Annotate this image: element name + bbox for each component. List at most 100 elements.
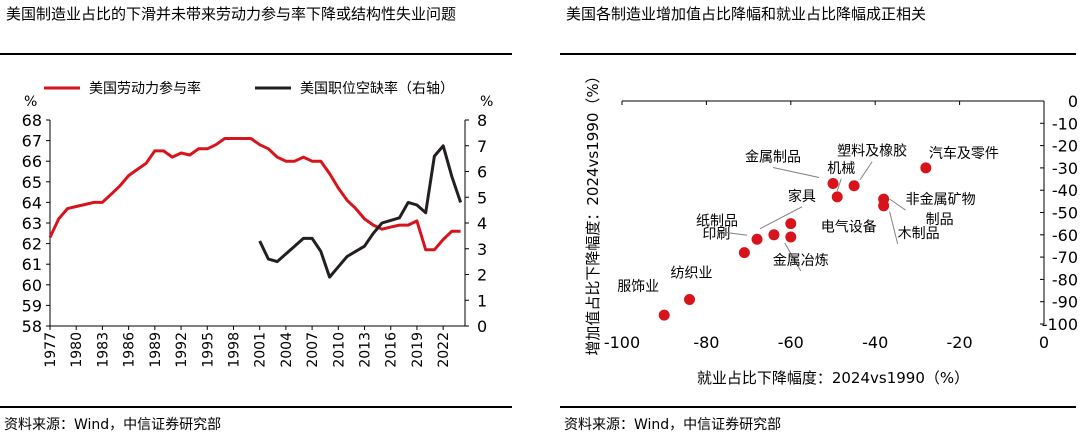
point-label: 汽车及零件 bbox=[929, 145, 999, 162]
labor-participation-line bbox=[48, 137, 461, 252]
left-source-note: 资料来源：Wind，中信证券研究部 bbox=[4, 417, 222, 433]
x-tick-label: 2013 bbox=[358, 332, 374, 368]
leader-line bbox=[889, 211, 899, 244]
point-label: 机械 bbox=[827, 161, 855, 177]
left-y-tick-label: 65 bbox=[22, 173, 42, 192]
left-y-tick-label: 62 bbox=[22, 235, 42, 254]
job-openings-line bbox=[258, 144, 463, 279]
right-y-tick-label: 0 bbox=[477, 317, 487, 336]
left-axis-unit: % bbox=[24, 94, 37, 110]
left-y-tick-label: 58 bbox=[22, 317, 42, 336]
x-axis-title: 就业占比下降幅度：2024vs1990（%） bbox=[697, 369, 969, 387]
scatter-point bbox=[848, 180, 860, 192]
left-y-tick-label: 60 bbox=[22, 276, 42, 295]
left-y-tick-label: 67 bbox=[22, 132, 42, 151]
right-y-tick-label: 7 bbox=[477, 137, 487, 156]
left-y-tick-label: 68 bbox=[22, 111, 42, 130]
leader-line bbox=[859, 161, 873, 181]
x-tick-label: 2001 bbox=[253, 332, 269, 368]
scatter-point bbox=[658, 309, 670, 321]
y-tick-label: -30 bbox=[1052, 159, 1078, 178]
left-top-rule bbox=[0, 53, 512, 55]
point-label: 制品 bbox=[926, 212, 954, 228]
point-label: 非金属矿物 bbox=[906, 192, 976, 208]
right-y-tick-label: 4 bbox=[477, 214, 487, 233]
scatter-point bbox=[827, 178, 839, 190]
right-top-rule bbox=[560, 53, 1076, 55]
left-chart-title: 美国制造业占比的下滑并未带来劳动力参与率下降或结构性失业问题 bbox=[6, 5, 457, 23]
scatter-point bbox=[785, 218, 797, 230]
y-tick-label: 0 bbox=[1068, 92, 1078, 111]
left-y-tick-label: 63 bbox=[22, 214, 42, 233]
x-tick-label: 2010 bbox=[331, 332, 347, 368]
left-y-tick-label: 64 bbox=[22, 193, 42, 212]
y-tick-label: -70 bbox=[1052, 248, 1078, 267]
leader-line bbox=[759, 206, 803, 230]
left-y-tick-label: 59 bbox=[22, 296, 42, 315]
x-tick-label: 2016 bbox=[384, 332, 400, 368]
point-label: 纺织业 bbox=[671, 265, 713, 281]
x-tick-label: 2022 bbox=[436, 332, 452, 368]
left-bottom-rule bbox=[0, 406, 512, 408]
x-tick-label: 1986 bbox=[122, 332, 138, 368]
legend-label-1: 美国职位空缺率（右轴） bbox=[300, 80, 454, 97]
right-y-tick-label: 3 bbox=[477, 240, 487, 259]
point-label: 塑料及橡胶 bbox=[837, 143, 907, 160]
x-tick-label: 1995 bbox=[200, 332, 216, 368]
right-source-note: 资料来源：Wind，中信证券研究部 bbox=[564, 417, 782, 433]
scatter-point bbox=[768, 229, 780, 241]
point-label: 家具 bbox=[788, 188, 816, 205]
right-y-tick-label: 2 bbox=[477, 266, 487, 285]
manufacturing-decline-scatter: 0 -10 -20 -30 -40 -50 -60 -70 -80 -90 -100 -100 -80 -… bbox=[584, 68, 1078, 387]
y-tick-label: -40 bbox=[1052, 181, 1078, 200]
x-tick-label: 2019 bbox=[410, 332, 426, 368]
scatter-point bbox=[785, 231, 797, 243]
y-tick-label: -60 bbox=[1052, 226, 1078, 245]
left-y-tick-label: 66 bbox=[22, 152, 42, 171]
point-label: 印刷 bbox=[702, 227, 730, 243]
point-label: 金属制品 bbox=[745, 150, 801, 166]
y-tick-label: -10 bbox=[1052, 114, 1078, 133]
x-tick-label: -60 bbox=[778, 333, 804, 352]
x-tick-label: 2007 bbox=[305, 332, 321, 368]
x-tick-label: -20 bbox=[947, 333, 973, 352]
left-y-tick-label: 61 bbox=[22, 255, 42, 274]
scatter-point bbox=[878, 200, 890, 212]
scatter-point bbox=[684, 293, 696, 305]
point-label: 金属冶炼 bbox=[773, 253, 829, 269]
y-tick-label: -80 bbox=[1052, 270, 1078, 289]
point-label: 木制品 bbox=[898, 226, 940, 242]
right-y-tick-label: 5 bbox=[477, 188, 487, 207]
x-tick-label: 1980 bbox=[69, 332, 85, 368]
point-label: 电气设备 bbox=[821, 219, 877, 236]
x-tick-label: 1992 bbox=[174, 332, 190, 368]
x-tick-label: 1998 bbox=[226, 332, 242, 368]
x-tick-label: 2004 bbox=[279, 332, 295, 368]
right-bottom-rule bbox=[560, 406, 1076, 408]
x-tick-label: 0 bbox=[1039, 333, 1049, 352]
scatter-point bbox=[831, 191, 843, 203]
right-y-tick-label: 1 bbox=[477, 291, 487, 310]
leader-line bbox=[836, 178, 842, 192]
leader-line bbox=[784, 242, 802, 272]
y-axis-title: 增加值占比下降幅度：2024vs1990（%） bbox=[584, 68, 602, 355]
scatter-point bbox=[920, 162, 932, 174]
point-label: 服饰业 bbox=[617, 279, 659, 295]
y-tick-label: -50 bbox=[1052, 204, 1078, 223]
right-chart-title: 美国各制造业增加值占比降幅和就业占比降幅成正相关 bbox=[566, 5, 927, 23]
y-tick-label: -90 bbox=[1052, 293, 1078, 312]
scatter-point bbox=[751, 233, 763, 245]
scatter-point bbox=[738, 247, 750, 259]
leader-line bbox=[772, 167, 820, 178]
right-y-tick-label: 6 bbox=[477, 163, 487, 182]
leader-line bbox=[716, 230, 748, 236]
x-tick-label: -40 bbox=[862, 333, 888, 352]
labor-participation-chart: 美国劳动力参与率 美国职位空缺率（右轴）% %5859606162636465666… bbox=[22, 80, 494, 368]
x-tick-label: -80 bbox=[693, 333, 719, 352]
x-tick-label: -100 bbox=[604, 333, 640, 352]
right-panel: 美国各制造业增加值占比降幅和就业占比降幅成正相关 0 -10 -20 -30 -40 -5… bbox=[560, 0, 1080, 441]
right-axis-unit: % bbox=[480, 94, 493, 110]
right-y-tick-label: 8 bbox=[477, 111, 487, 130]
x-tick-label: 1977 bbox=[43, 332, 59, 368]
leader-line bbox=[889, 198, 906, 211]
